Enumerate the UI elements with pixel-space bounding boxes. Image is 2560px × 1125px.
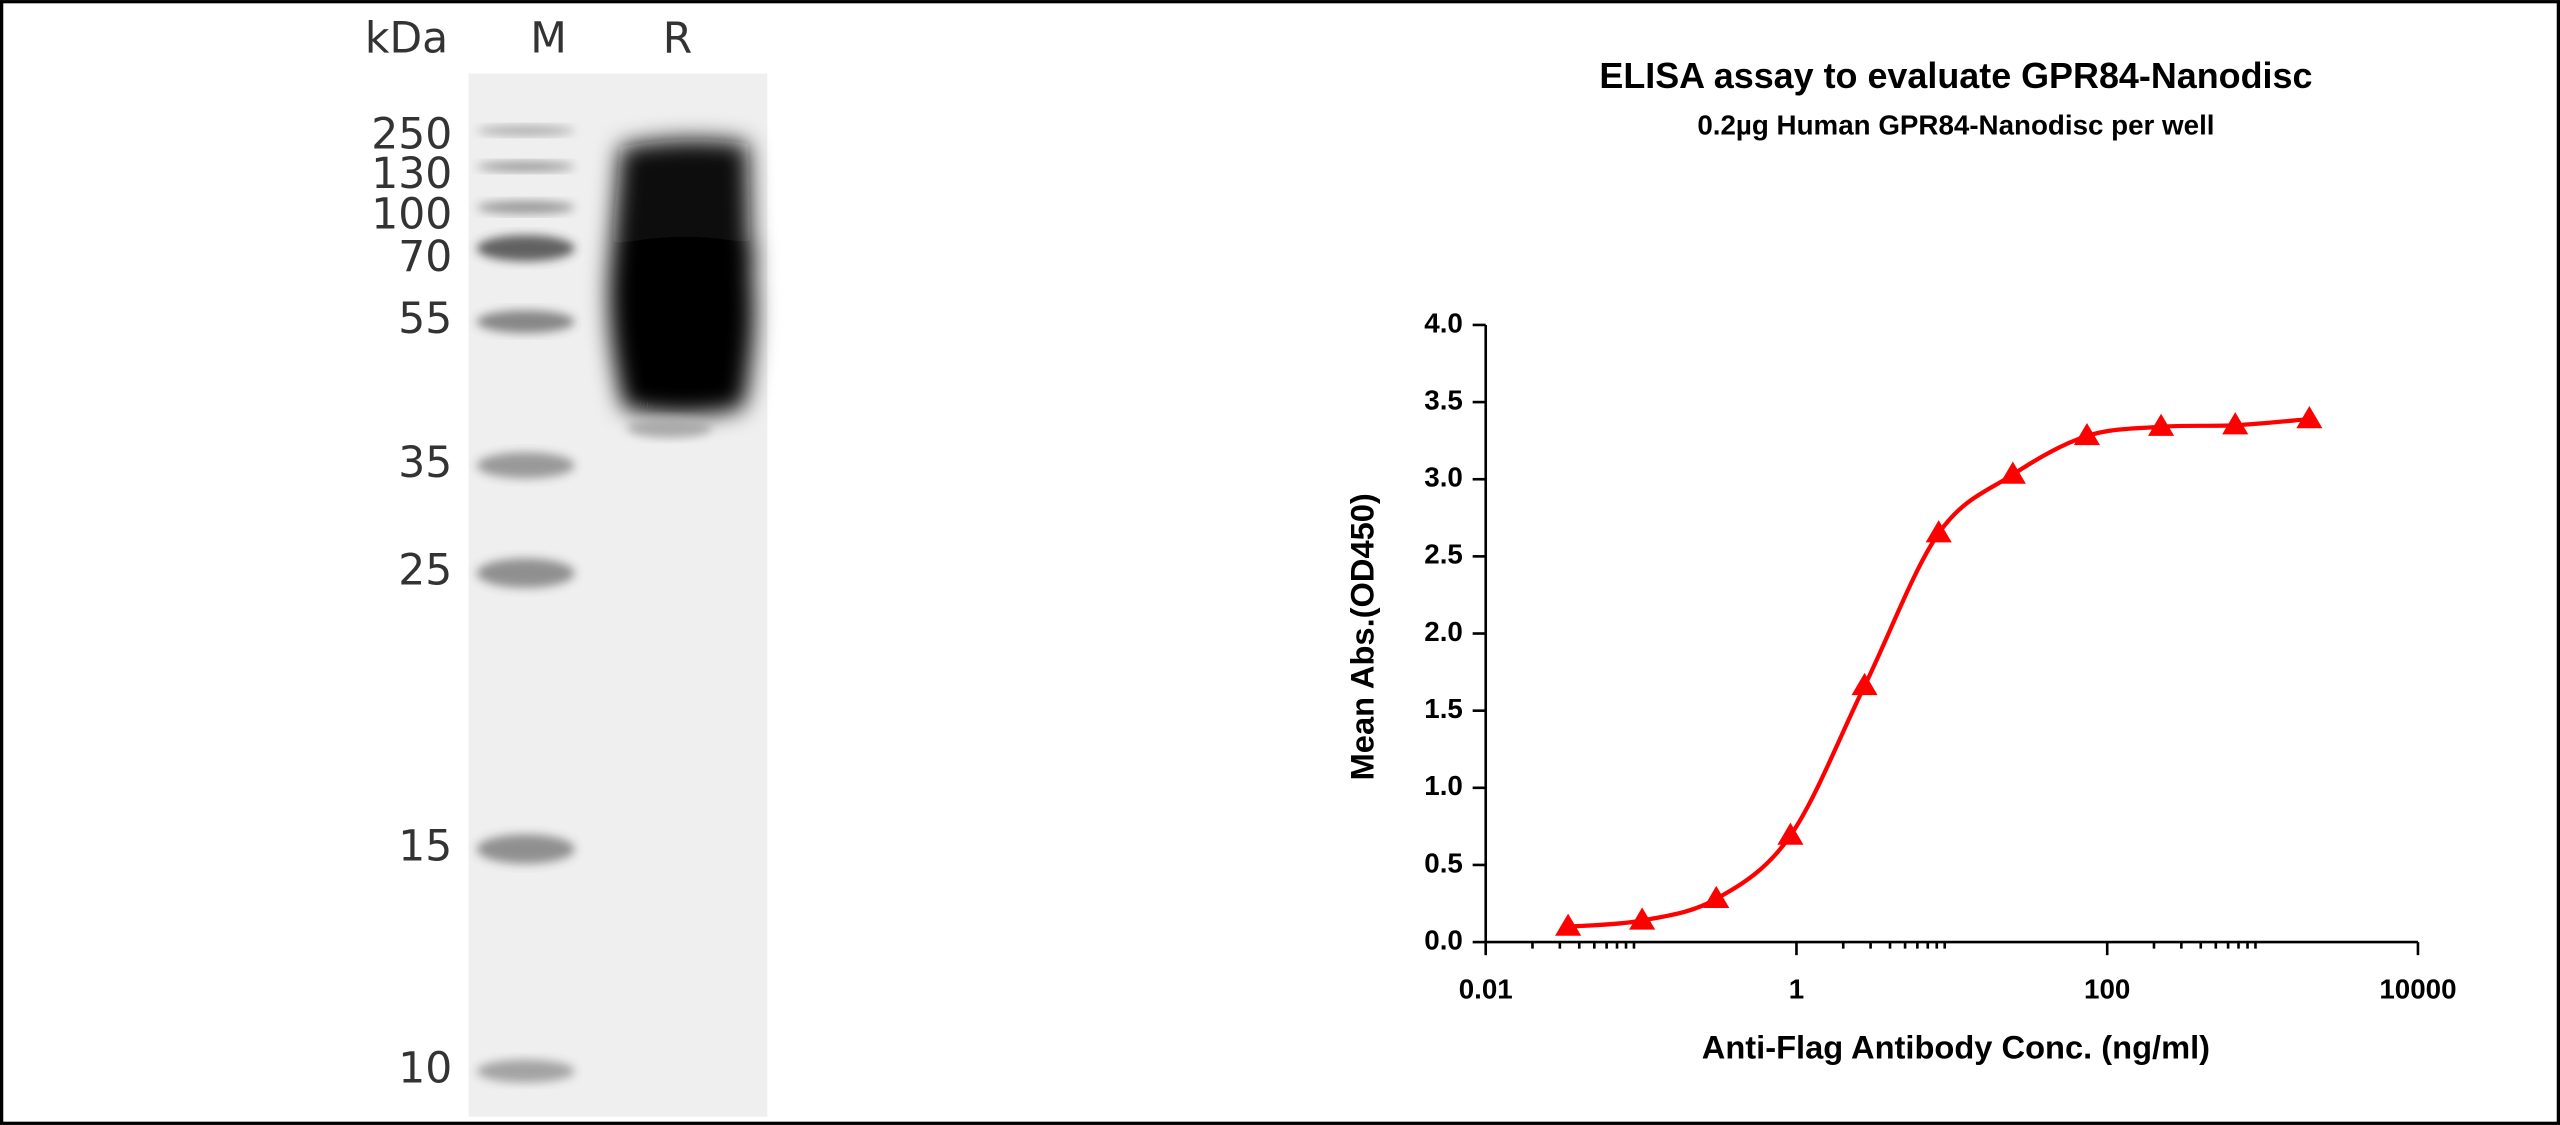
marker-label: 100 [371, 191, 452, 240]
data-point [2073, 422, 2101, 446]
marker-band [476, 834, 575, 864]
marker-band [476, 125, 575, 136]
y-tick-label: 3.0 [1424, 462, 1463, 493]
marker-label: 35 [398, 439, 452, 488]
y-tick-label: 0.5 [1424, 847, 1463, 878]
y-tick-label: 3.5 [1424, 384, 1463, 415]
marker-band [476, 558, 575, 588]
marker-label: 55 [398, 295, 452, 344]
lane-label: M [530, 14, 567, 63]
x-tick-label: 1 [1789, 973, 1804, 1004]
data-point [2148, 413, 2175, 436]
data-point [1703, 885, 1730, 909]
marker-band [476, 452, 575, 479]
data-point [1925, 520, 1952, 543]
x-tick-label: 100 [2084, 973, 2130, 1004]
y-axis-label: Mean Abs.(OD450) [1344, 493, 1381, 780]
y-tick-label: 2.0 [1424, 616, 1463, 647]
marker-band [476, 235, 575, 262]
marker-label: 15 [398, 823, 452, 872]
data-point [2296, 406, 2323, 429]
marker-label: 250 [371, 111, 452, 160]
data-point [1777, 822, 1804, 845]
y-tick-label: 1.5 [1424, 693, 1463, 724]
sample-trail [626, 418, 712, 438]
data-point [1555, 913, 1582, 936]
data-point [1629, 907, 1656, 930]
chart: ELISA assay to evaluate GPR84-Nanodisc 0… [1344, 55, 2457, 1066]
x-tick-label: 10000 [2379, 973, 2456, 1004]
lane-label: R [663, 14, 693, 63]
x-tick-label: 0.01 [1459, 973, 1513, 1004]
y-tick-label: 1.0 [1424, 770, 1463, 801]
y-tick-label: 0.0 [1424, 924, 1463, 955]
data-point [1999, 461, 2026, 484]
chart-subtitle: 0.2µg Human GPR84-Nanodisc per well [1697, 110, 2214, 141]
marker-label: 25 [398, 547, 452, 596]
data-point [2222, 412, 2249, 435]
marker-band [476, 1059, 575, 1083]
y-tick-label: 2.5 [1424, 539, 1463, 570]
unit-label: kDa [365, 14, 448, 63]
marker-label: 130 [371, 150, 452, 199]
marker-label: 70 [398, 233, 452, 282]
marker-band [476, 310, 575, 334]
marker-band [476, 161, 575, 172]
sample-band [608, 139, 755, 415]
data-point [1851, 672, 1878, 696]
chart-title: ELISA assay to evaluate GPR84-Nanodisc [1599, 55, 2312, 96]
marker-label: 10 [398, 1045, 452, 1094]
y-tick-label: 4.0 [1424, 307, 1463, 338]
marker-band [476, 200, 575, 214]
x-axis-label: Anti-Flag Antibody Conc. (ng/ml) [1702, 1028, 2210, 1065]
